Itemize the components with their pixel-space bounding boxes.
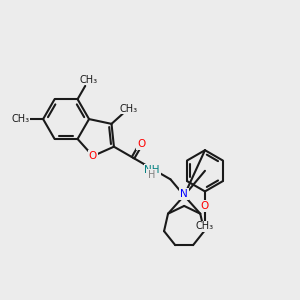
Text: O: O bbox=[201, 201, 209, 211]
Text: CH₃: CH₃ bbox=[12, 114, 30, 124]
Text: CH₃: CH₃ bbox=[196, 221, 214, 231]
Text: NH: NH bbox=[144, 165, 160, 175]
Text: O: O bbox=[137, 139, 145, 149]
Text: N: N bbox=[180, 189, 188, 199]
Text: CH₃: CH₃ bbox=[119, 104, 137, 114]
Text: H: H bbox=[148, 170, 155, 180]
Text: O: O bbox=[89, 151, 97, 161]
Text: CH₃: CH₃ bbox=[80, 75, 98, 85]
